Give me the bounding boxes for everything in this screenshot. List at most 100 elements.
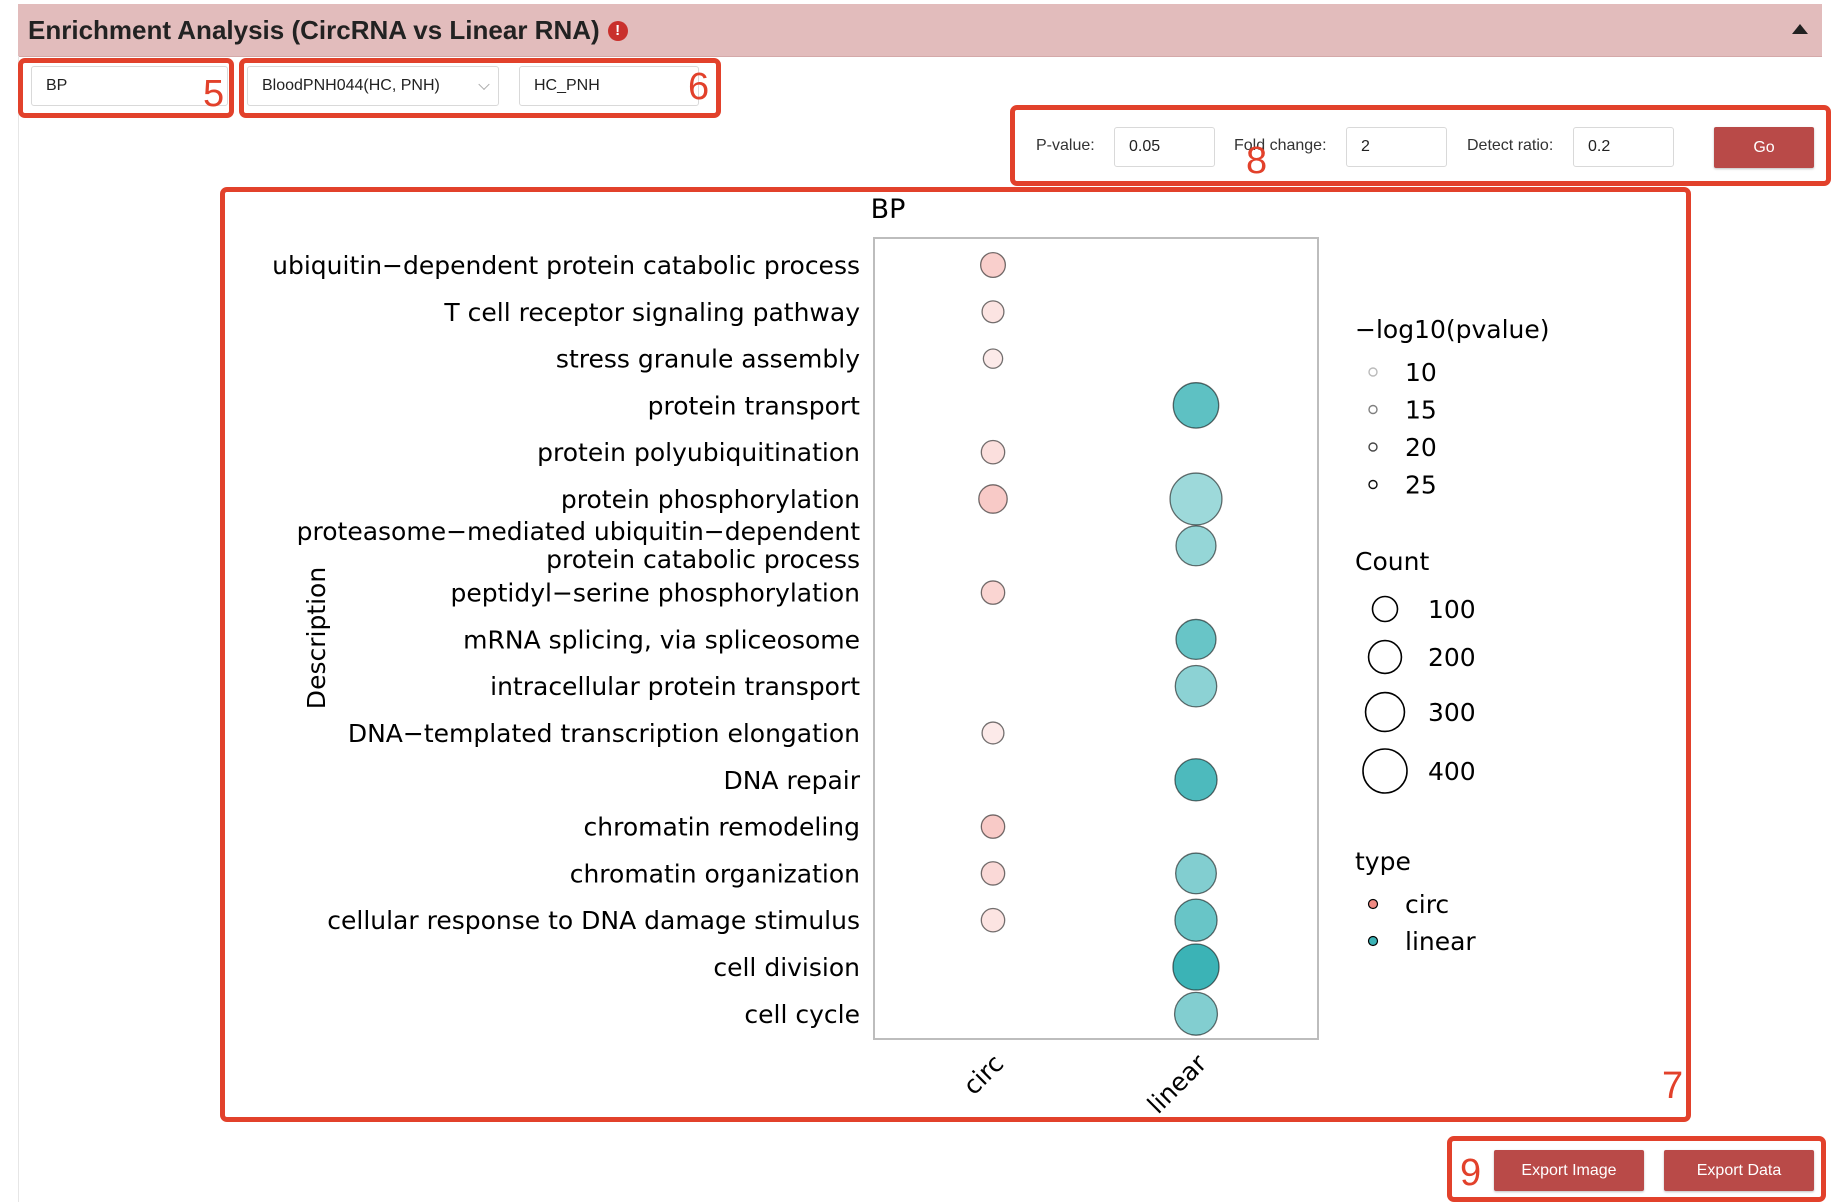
legend-alpha-key <box>1368 442 1378 452</box>
y-tick-label: proteasome−mediated ubiquitin−dependent p… <box>297 517 861 574</box>
annotation-number-6: 6 <box>688 66 710 108</box>
y-tick-label: DNA repair <box>723 766 860 795</box>
dot-linear <box>1172 943 1220 991</box>
panel-title-text: Enrichment Analysis (CircRNA vs Linear R… <box>28 15 600 45</box>
dot-linear <box>1175 525 1217 567</box>
y-tick-label: cell division <box>713 953 860 982</box>
legend-alpha-key <box>1368 404 1378 415</box>
y-tick-label: protein phosphorylation <box>561 485 860 514</box>
dot-circ <box>981 721 1005 745</box>
y-tick-label: cellular response to DNA damage stimulus <box>327 906 860 935</box>
foldchange-label: Fold change: <box>1234 137 1327 154</box>
dot-circ <box>981 300 1005 324</box>
legend-count-key <box>1367 639 1403 675</box>
detect-ratio-label: Detect ratio: <box>1467 137 1554 154</box>
panel-title: Enrichment Analysis (CircRNA vs Linear R… <box>28 15 628 46</box>
dataset-select-value: BloodPNH044(HC, PNH) <box>262 77 440 94</box>
y-tick-label: peptidyl−serine phosphorylation <box>451 579 861 608</box>
pvalue-input-value: 0.05 <box>1129 138 1161 155</box>
legend-count-title: Count <box>1355 547 1429 576</box>
y-tick-label: protein transport <box>648 391 861 420</box>
y-tick-label: ubiquitin−dependent protein catabolic pr… <box>272 251 860 280</box>
panel-left-border <box>18 56 19 1202</box>
legend-count-label: 200 <box>1428 643 1476 672</box>
legend-type-key-circ <box>1367 898 1379 910</box>
y-tick-label: chromatin organization <box>570 859 860 888</box>
dot-circ <box>980 907 1006 933</box>
dot-linear <box>1174 664 1218 708</box>
foldchange-input-value: 2 <box>1361 138 1370 155</box>
legend-alpha-label: 20 <box>1405 433 1437 462</box>
pvalue-label: P-value: <box>1036 137 1095 154</box>
export-data-button[interactable]: Export Data <box>1664 1150 1814 1191</box>
legend-type-label: linear <box>1405 927 1476 956</box>
dot-linear <box>1174 852 1218 895</box>
y-axis-title: Description <box>302 567 331 709</box>
dot-linear <box>1169 472 1223 526</box>
y-tick-label: cell cycle <box>744 1000 860 1029</box>
dot-circ <box>980 861 1006 886</box>
dot-circ <box>982 348 1004 369</box>
dot-circ <box>979 251 1007 279</box>
dot-circ <box>980 814 1006 839</box>
y-tick-label: chromatin remodeling <box>584 813 860 842</box>
legend-alpha-label: 25 <box>1405 471 1437 500</box>
detect-ratio-input-value: 0.2 <box>1588 138 1611 155</box>
y-tick-label: DNA−templated transcription elongation <box>348 719 860 748</box>
annotation-box-5 <box>18 58 234 118</box>
annotation-number-7: 7 <box>1662 1065 1684 1107</box>
export-image-button[interactable]: Export Image <box>1494 1150 1644 1191</box>
annotation-box-7 <box>220 187 1691 1122</box>
annotation-box-9 <box>1447 1136 1826 1202</box>
legend-count-key <box>1362 748 1408 794</box>
dot-circ <box>980 580 1006 605</box>
plot-panel <box>873 237 1319 1040</box>
legend-alpha-label: 15 <box>1405 396 1437 425</box>
legend-count-label: 400 <box>1428 757 1476 786</box>
legend-alpha-label: 10 <box>1405 358 1437 387</box>
ontology-select-value: BP <box>46 77 68 94</box>
group-select-value: HC_PNH <box>534 77 600 94</box>
group-select[interactable]: HC_PNH <box>519 66 699 106</box>
dot-linear <box>1174 758 1218 802</box>
alert-icon[interactable]: ! <box>607 20 628 41</box>
annotation-number-8: 8 <box>1246 140 1268 182</box>
y-tick-label: T cell receptor signaling pathway <box>443 298 860 327</box>
x-tick-label: linear <box>1142 1048 1213 1119</box>
y-tick-label: protein polyubiquitination <box>537 438 860 467</box>
chart-title: BP <box>871 194 906 225</box>
legend-alpha-key <box>1368 479 1378 490</box>
legend-count-key <box>1371 595 1399 623</box>
dot-linear <box>1175 618 1217 661</box>
detect-ratio-input[interactable]: 0.2 <box>1573 127 1674 167</box>
dot-linear <box>1174 898 1218 942</box>
legend-count-label: 100 <box>1428 595 1476 624</box>
dot-linear <box>1173 991 1219 1036</box>
legend-type-title: type <box>1355 847 1411 876</box>
y-tick-label: mRNA splicing, via spliceosome <box>463 625 860 654</box>
panel-header: Enrichment Analysis (CircRNA vs Linear R… <box>18 4 1822 57</box>
annotation-box-6 <box>239 58 721 118</box>
legend-alpha-title: −log10(pvalue) <box>1355 315 1550 344</box>
y-tick-label: intracellular protein transport <box>490 672 860 701</box>
legend-count-key <box>1364 691 1406 733</box>
legend-count-label: 300 <box>1428 698 1476 727</box>
y-tick-label: stress granule assembly <box>556 345 860 374</box>
legend-type-label: circ <box>1405 890 1449 919</box>
legend-type-key-linear <box>1367 935 1379 947</box>
annotation-box-8 <box>1010 105 1831 186</box>
pvalue-input[interactable]: 0.05 <box>1114 127 1215 167</box>
dataset-select[interactable]: BloodPNH044(HC, PNH) <box>247 66 499 106</box>
dot-circ <box>980 439 1006 465</box>
dot-circ <box>978 484 1008 514</box>
annotation-number-5: 5 <box>203 73 225 115</box>
dot-linear <box>1172 382 1220 429</box>
x-tick-label: circ <box>958 1049 1010 1101</box>
annotation-number-9: 9 <box>1460 1152 1482 1194</box>
collapse-icon[interactable] <box>1792 24 1808 34</box>
legend-alpha-key <box>1368 367 1378 377</box>
foldchange-input[interactable]: 2 <box>1346 127 1447 167</box>
ontology-select[interactable]: BP <box>31 66 228 106</box>
go-button[interactable]: Go <box>1714 127 1814 168</box>
